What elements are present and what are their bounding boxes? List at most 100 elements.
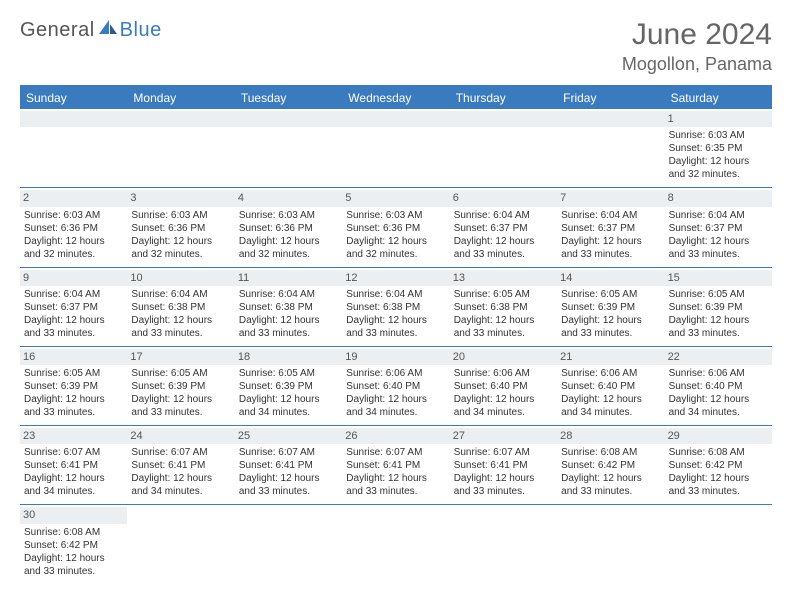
day-header-thursday: Thursday — [450, 87, 557, 109]
cell-daylight1: Daylight: 12 hours — [239, 472, 338, 485]
calendar-cell: 30Sunrise: 6:08 AMSunset: 6:42 PMDayligh… — [20, 505, 127, 583]
brand-logo: General Blue — [20, 18, 162, 42]
cell-daylight1: Daylight: 12 hours — [24, 472, 123, 485]
calendar-cell — [235, 505, 342, 583]
cell-sunrise: Sunrise: 6:05 AM — [24, 367, 123, 380]
cell-daylight1: Daylight: 12 hours — [24, 552, 123, 565]
cell-sunrise: Sunrise: 6:05 AM — [669, 288, 768, 301]
cell-daylight1: Daylight: 12 hours — [669, 235, 768, 248]
cell-daylight2: and 33 minutes. — [669, 248, 768, 261]
cell-sunset: Sunset: 6:35 PM — [669, 142, 768, 155]
cell-sunset: Sunset: 6:36 PM — [24, 222, 123, 235]
cell-daylight2: and 34 minutes. — [24, 485, 123, 498]
cell-daylight1: Daylight: 12 hours — [346, 314, 445, 327]
calendar-cell: 23Sunrise: 6:07 AMSunset: 6:41 PMDayligh… — [20, 426, 127, 504]
cell-daylight2: and 34 minutes. — [454, 406, 553, 419]
day-number: 26 — [342, 428, 449, 444]
calendar-cell: 28Sunrise: 6:08 AMSunset: 6:42 PMDayligh… — [557, 426, 664, 504]
cell-sunrise: Sunrise: 6:08 AM — [24, 526, 123, 539]
title-block: June 2024 Mogollon, Panama — [622, 18, 772, 75]
day-number: 9 — [20, 270, 127, 286]
calendar-week: 30Sunrise: 6:08 AMSunset: 6:42 PMDayligh… — [20, 505, 772, 583]
cell-sunset: Sunset: 6:38 PM — [131, 301, 230, 314]
calendar-cell: 3Sunrise: 6:03 AMSunset: 6:36 PMDaylight… — [127, 188, 234, 266]
cell-sunset: Sunset: 6:40 PM — [346, 380, 445, 393]
cell-sunrise: Sunrise: 6:03 AM — [239, 209, 338, 222]
cell-sunrise: Sunrise: 6:07 AM — [131, 446, 230, 459]
day-number: 29 — [665, 428, 772, 444]
cell-sunrise: Sunrise: 6:07 AM — [24, 446, 123, 459]
cell-daylight1: Daylight: 12 hours — [669, 155, 768, 168]
day-number: 8 — [665, 190, 772, 206]
cell-sunset: Sunset: 6:40 PM — [669, 380, 768, 393]
calendar-cell — [557, 505, 664, 583]
calendar-week: 1Sunrise: 6:03 AMSunset: 6:35 PMDaylight… — [20, 109, 772, 188]
cell-sunrise: Sunrise: 6:04 AM — [131, 288, 230, 301]
day-number — [20, 111, 127, 127]
calendar-cell: 8Sunrise: 6:04 AMSunset: 6:37 PMDaylight… — [665, 188, 772, 266]
cell-sunrise: Sunrise: 6:07 AM — [346, 446, 445, 459]
cell-daylight1: Daylight: 12 hours — [24, 235, 123, 248]
cell-sunrise: Sunrise: 6:06 AM — [669, 367, 768, 380]
calendar-cell: 2Sunrise: 6:03 AMSunset: 6:36 PMDaylight… — [20, 188, 127, 266]
cell-sunrise: Sunrise: 6:08 AM — [561, 446, 660, 459]
calendar-cell: 21Sunrise: 6:06 AMSunset: 6:40 PMDayligh… — [557, 347, 664, 425]
cell-daylight2: and 32 minutes. — [346, 248, 445, 261]
cell-sunrise: Sunrise: 6:04 AM — [24, 288, 123, 301]
cell-sunset: Sunset: 6:37 PM — [454, 222, 553, 235]
cell-daylight2: and 33 minutes. — [24, 327, 123, 340]
cell-sunset: Sunset: 6:42 PM — [561, 459, 660, 472]
cell-sunrise: Sunrise: 6:04 AM — [454, 209, 553, 222]
cell-sunset: Sunset: 6:37 PM — [561, 222, 660, 235]
day-number: 17 — [127, 349, 234, 365]
cell-daylight2: and 32 minutes. — [669, 168, 768, 181]
calendar-cell: 20Sunrise: 6:06 AMSunset: 6:40 PMDayligh… — [450, 347, 557, 425]
cell-sunset: Sunset: 6:41 PM — [346, 459, 445, 472]
day-header-sunday: Sunday — [20, 87, 127, 109]
day-number: 20 — [450, 349, 557, 365]
cell-daylight2: and 34 minutes. — [346, 406, 445, 419]
day-number: 21 — [557, 349, 664, 365]
calendar-cell: 15Sunrise: 6:05 AMSunset: 6:39 PMDayligh… — [665, 268, 772, 346]
cell-daylight1: Daylight: 12 hours — [669, 393, 768, 406]
day-number: 10 — [127, 270, 234, 286]
cell-daylight2: and 33 minutes. — [561, 327, 660, 340]
cell-sunrise: Sunrise: 6:05 AM — [561, 288, 660, 301]
cell-daylight1: Daylight: 12 hours — [239, 235, 338, 248]
calendar-cell — [557, 109, 664, 187]
cell-sunset: Sunset: 6:39 PM — [561, 301, 660, 314]
cell-daylight2: and 33 minutes. — [24, 565, 123, 578]
location-label: Mogollon, Panama — [622, 54, 772, 75]
cell-daylight1: Daylight: 12 hours — [561, 235, 660, 248]
day-number: 13 — [450, 270, 557, 286]
calendar-cell — [127, 505, 234, 583]
cell-daylight1: Daylight: 12 hours — [239, 314, 338, 327]
cell-daylight2: and 33 minutes. — [24, 406, 123, 419]
cell-daylight2: and 34 minutes. — [239, 406, 338, 419]
cell-daylight2: and 33 minutes. — [346, 485, 445, 498]
cell-sunset: Sunset: 6:41 PM — [239, 459, 338, 472]
day-number — [342, 111, 449, 127]
cell-sunset: Sunset: 6:37 PM — [24, 301, 123, 314]
cell-daylight2: and 34 minutes. — [669, 406, 768, 419]
cell-sunrise: Sunrise: 6:06 AM — [454, 367, 553, 380]
day-header-saturday: Saturday — [665, 87, 772, 109]
cell-sunset: Sunset: 6:40 PM — [561, 380, 660, 393]
day-number — [450, 111, 557, 127]
cell-daylight2: and 33 minutes. — [669, 485, 768, 498]
calendar-cell — [665, 505, 772, 583]
cell-sunrise: Sunrise: 6:04 AM — [346, 288, 445, 301]
cell-daylight1: Daylight: 12 hours — [346, 235, 445, 248]
day-number — [557, 111, 664, 127]
day-number: 25 — [235, 428, 342, 444]
calendar-cell: 27Sunrise: 6:07 AMSunset: 6:41 PMDayligh… — [450, 426, 557, 504]
cell-daylight2: and 33 minutes. — [239, 485, 338, 498]
cell-daylight1: Daylight: 12 hours — [131, 314, 230, 327]
day-number: 3 — [127, 190, 234, 206]
cell-daylight1: Daylight: 12 hours — [454, 472, 553, 485]
day-number: 19 — [342, 349, 449, 365]
calendar-cell — [450, 505, 557, 583]
sail-icon — [97, 18, 119, 42]
calendar-cell: 25Sunrise: 6:07 AMSunset: 6:41 PMDayligh… — [235, 426, 342, 504]
cell-daylight2: and 32 minutes. — [131, 248, 230, 261]
